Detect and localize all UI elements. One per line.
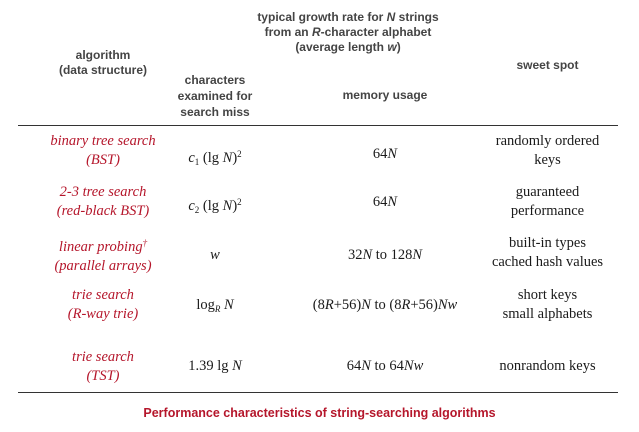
characters-examined: logR N [196, 297, 234, 314]
algorithm-name: 2-3 tree search (red-black BST) [56, 184, 150, 219]
memory-usage: 64N [372, 194, 398, 210]
sweet-spot: short keys small alphabets [502, 287, 593, 322]
header-growth-rate: typical growth rate for N strings from a… [257, 10, 439, 54]
sweet-spot: guaranteed performance [510, 184, 585, 219]
memory-usage: (8R+56)N to (8R+56)Nw [312, 297, 458, 313]
characters-examined: c1 (lg N)2 [188, 149, 242, 167]
header-characters-examined: characters examined for search miss [177, 73, 253, 119]
memory-usage: 32N to 128N [347, 247, 423, 263]
characters-examined: c2 (lg N)2 [188, 197, 242, 215]
characters-examined: w [210, 247, 220, 263]
footnote-dagger: † [142, 238, 148, 248]
header-sweet-spot: sweet spot [516, 58, 579, 72]
header-algorithm: algorithm (data structure) [58, 48, 147, 77]
sweet-spot: randomly ordered keys [495, 133, 600, 168]
header-memory-usage: memory usage [342, 88, 428, 102]
figure-caption: Performance characteristics of string-se… [143, 406, 496, 420]
characters-examined: 1.39 lg N [188, 358, 242, 374]
algorithm-name: trie search (TST) [72, 349, 134, 384]
algorithm-name: linear probing† (parallel arrays) [54, 238, 152, 274]
sweet-spot: nonrandom keys [499, 358, 596, 374]
memory-usage: 64N [372, 146, 398, 162]
footer-rule [18, 392, 618, 393]
memory-usage: 64N to 64Nw [346, 358, 424, 374]
sweet-spot: built-in types cached hash values [491, 235, 604, 270]
algorithm-name: binary tree search (BST) [50, 133, 156, 168]
algorithm-name: trie search (R-way trie) [67, 287, 139, 322]
header-rule [18, 125, 618, 126]
